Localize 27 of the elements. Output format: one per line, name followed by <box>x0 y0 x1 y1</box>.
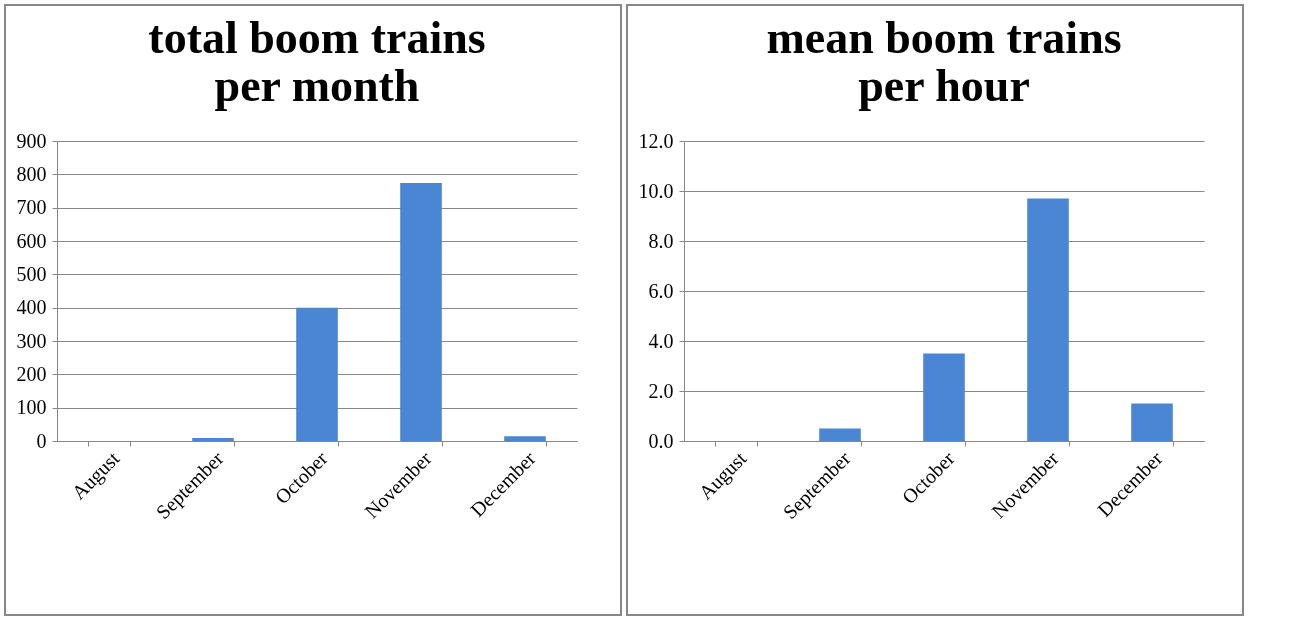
bar <box>296 307 338 441</box>
bar <box>819 428 861 441</box>
y-tick-label: 6.0 <box>648 279 674 302</box>
y-tick-label: 0 <box>36 429 47 452</box>
bar <box>1131 403 1173 441</box>
y-tick-label: 0.0 <box>648 429 674 452</box>
y-tick-label: 8.0 <box>648 229 674 252</box>
y-tick-label: 500 <box>16 262 47 285</box>
chart-title: total boom trains per month <box>148 12 486 111</box>
bar <box>504 436 546 441</box>
bar <box>192 438 234 441</box>
chart-title: mean boom trains per hour <box>766 12 1122 111</box>
y-tick-label: 300 <box>16 329 47 352</box>
y-tick-label: 900 <box>16 129 47 152</box>
bar <box>1027 198 1069 441</box>
y-tick-label: 10.0 <box>638 179 674 202</box>
y-tick-label: 800 <box>16 162 47 185</box>
y-tick-label: 100 <box>16 396 47 419</box>
y-tick-label: 12.0 <box>638 129 674 152</box>
y-tick-label: 700 <box>16 196 47 219</box>
y-tick-label: 2.0 <box>648 379 674 402</box>
y-tick-label: 400 <box>16 296 47 319</box>
y-tick-label: 200 <box>16 362 47 385</box>
bar <box>400 183 442 441</box>
y-tick-label: 4.0 <box>648 329 674 352</box>
y-tick-label: 600 <box>16 229 47 252</box>
bar <box>923 353 965 441</box>
